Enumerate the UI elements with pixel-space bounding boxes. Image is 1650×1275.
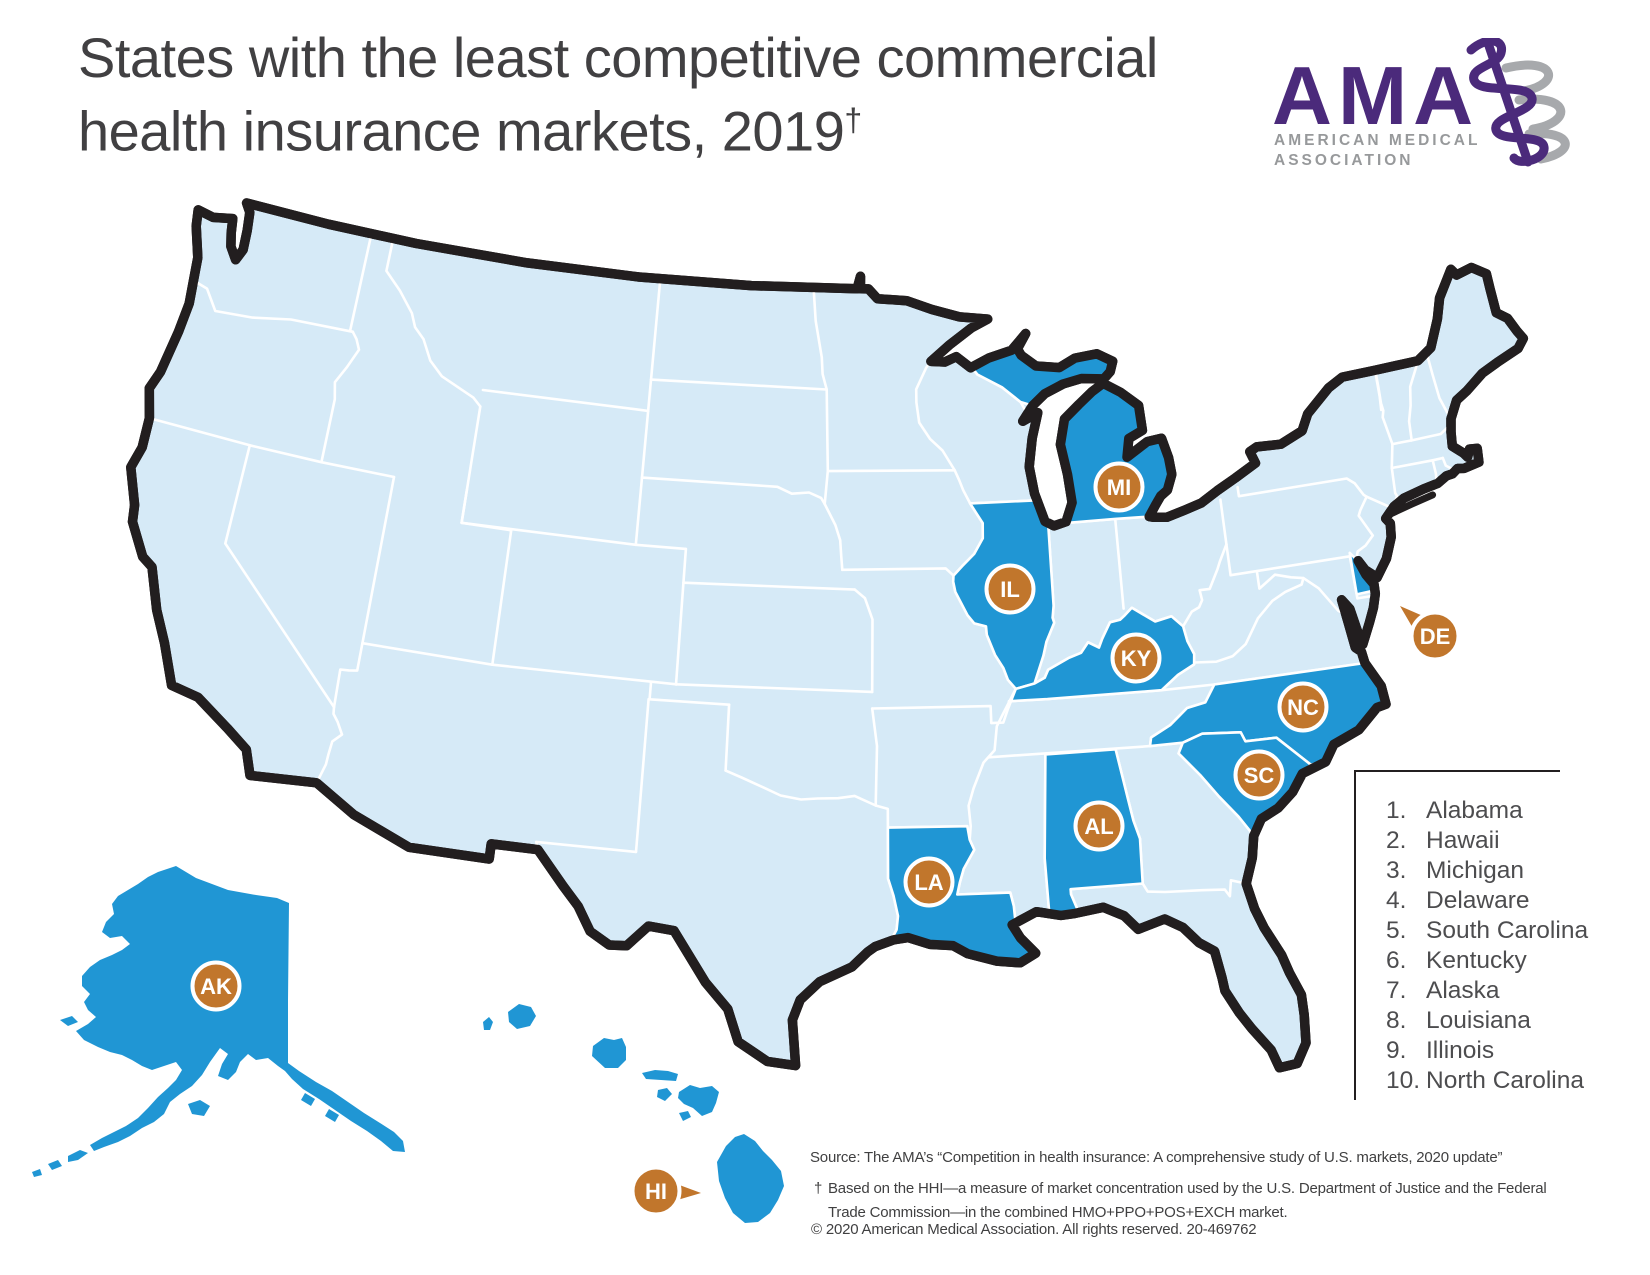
svg-text:HI: HI [645, 1179, 667, 1204]
svg-text:DE: DE [1420, 624, 1451, 649]
svg-text:AMERICAN MEDICAL: AMERICAN MEDICAL [1274, 132, 1480, 149]
svg-text:NC: NC [1287, 695, 1319, 720]
svg-text:AK: AK [200, 974, 232, 999]
svg-text:AMA: AMA [1272, 49, 1479, 142]
svg-text:MI: MI [1107, 475, 1131, 500]
svg-text:AL: AL [1084, 814, 1113, 839]
svg-text:SC: SC [1244, 763, 1275, 788]
svg-text:ASSOCIATION: ASSOCIATION [1274, 152, 1414, 169]
svg-text:LA: LA [914, 870, 943, 895]
svg-text:KY: KY [1121, 646, 1152, 671]
svg-text:IL: IL [1000, 577, 1020, 602]
